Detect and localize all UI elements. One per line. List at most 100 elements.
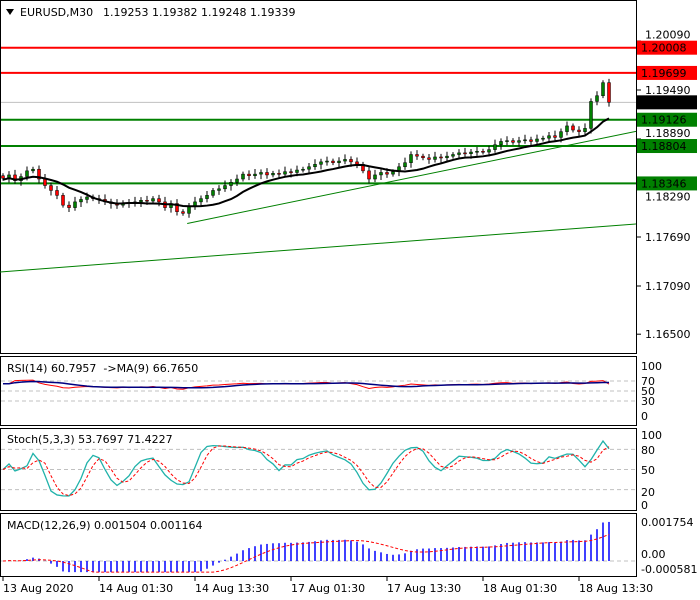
current-price-tag <box>637 95 697 110</box>
candle-body <box>49 185 53 191</box>
support-level-label: 1.19126 <box>641 114 687 127</box>
stoch-tick-label: 80 <box>641 444 655 457</box>
macd-pane <box>1 521 636 573</box>
candle-body <box>205 195 209 199</box>
candle-body <box>253 173 257 177</box>
stoch-tick-label: 100 <box>641 429 662 442</box>
candle-body <box>385 172 389 175</box>
candle-body <box>439 156 443 159</box>
x-tick-label: 18 Aug 13:30 <box>579 582 653 595</box>
candle-body <box>463 152 467 155</box>
candle-body <box>229 182 233 186</box>
candle-body <box>487 149 491 153</box>
x-tick-label: 17 Aug 01:30 <box>291 582 365 595</box>
candle-body <box>577 129 581 132</box>
candle-body <box>313 164 317 168</box>
candle-body <box>199 198 203 203</box>
candle-body <box>277 173 281 175</box>
stoch-main-line <box>2 439 610 497</box>
candle-body <box>409 154 413 163</box>
stoch-title: Stoch(5,3,3) 53.7697 71.4227 <box>7 433 173 446</box>
rsi-pane <box>1 379 636 402</box>
rsi-tick-label: 100 <box>641 360 662 373</box>
candle-body <box>235 178 239 183</box>
candle-body <box>349 159 353 163</box>
ohlc-values: 1.19253 1.19382 1.19248 1.19339 <box>103 6 295 19</box>
current-price-label: 1.19339 <box>641 96 687 109</box>
candle-body <box>67 204 71 208</box>
candle-body <box>175 203 179 212</box>
candle-body <box>427 157 431 160</box>
candle-body <box>589 101 593 129</box>
candle-body <box>181 211 185 214</box>
macd-tick-label: -0.000581 <box>641 563 697 576</box>
y-tick-label: 1.16500 <box>645 328 691 341</box>
candle-body <box>529 139 533 142</box>
candle-body <box>43 178 47 186</box>
rsi-title: RSI(14) 60.7957 ->MA(9) 66.7650 <box>7 362 198 375</box>
resistance-level-tag <box>637 65 697 80</box>
candle-body <box>541 137 545 140</box>
candle-body <box>595 95 599 102</box>
candle-body <box>307 166 311 170</box>
triangle-down-icon[interactable] <box>6 9 14 15</box>
candle-body <box>1 175 5 179</box>
y-tick-label: 1.18290 <box>645 190 691 203</box>
resistance-level-label: 1.20008 <box>641 42 687 55</box>
candle-body <box>343 159 347 162</box>
candle-body <box>403 162 407 168</box>
candle-body <box>571 125 575 131</box>
candle-body <box>493 144 497 150</box>
candle-body <box>391 171 395 175</box>
rsi-ma-line <box>3 380 610 389</box>
y-tick-label: 1.20090 <box>645 29 691 42</box>
candle-body <box>421 155 425 159</box>
stoch-pane <box>1 439 636 497</box>
candle-body <box>247 173 251 177</box>
candle-body <box>481 151 485 153</box>
trendline <box>0 223 637 273</box>
axes: 1.20090 1.19490 1.18890 1.18290 1.17690 1.170… <box>2 29 697 595</box>
macd-tick-label: 0.00 <box>641 548 666 561</box>
candle-body <box>565 125 569 132</box>
macd-tick-label: 0.001754 <box>641 516 694 529</box>
candle-body <box>607 82 611 103</box>
candle-body <box>283 171 287 175</box>
candle-body <box>553 135 557 138</box>
rsi-tick-label: 50 <box>641 385 655 398</box>
candle-body <box>217 188 221 191</box>
candle-body <box>505 140 509 142</box>
stoch-tick-label: 50 <box>641 464 655 477</box>
candle-body <box>145 200 149 202</box>
candle-body <box>559 131 563 138</box>
x-tick-label: 18 Aug 01:30 <box>483 582 557 595</box>
rsi-tick-label: 70 <box>641 375 655 388</box>
support-level-tag <box>637 112 697 127</box>
resistance-level-tag <box>637 40 697 55</box>
y-tick-label: 1.17090 <box>645 280 691 293</box>
candle-body <box>79 199 83 203</box>
candle-body <box>469 151 473 154</box>
candle-body <box>295 169 299 173</box>
candle-body <box>583 128 587 132</box>
candle-body <box>211 190 215 196</box>
y-tick-label: 1.19490 <box>645 84 691 97</box>
candle-body <box>319 161 323 165</box>
main-pane <box>0 46 637 273</box>
y-tick-label: 1.18890 <box>645 127 691 140</box>
rsi-tick-label: 30 <box>641 395 655 408</box>
candle-body <box>223 185 227 190</box>
candle-body <box>55 190 59 196</box>
stoch-tick-label: 20 <box>641 486 655 499</box>
resistance-level-label: 1.19699 <box>641 67 687 80</box>
candle-body <box>415 154 419 157</box>
candle-body <box>139 200 143 203</box>
candle-body <box>187 206 191 214</box>
rsi-tick-label: 0 <box>641 410 648 423</box>
candle-body <box>373 174 377 180</box>
candle-body <box>37 168 41 180</box>
candle-body <box>271 173 275 176</box>
candle-body <box>151 198 155 202</box>
